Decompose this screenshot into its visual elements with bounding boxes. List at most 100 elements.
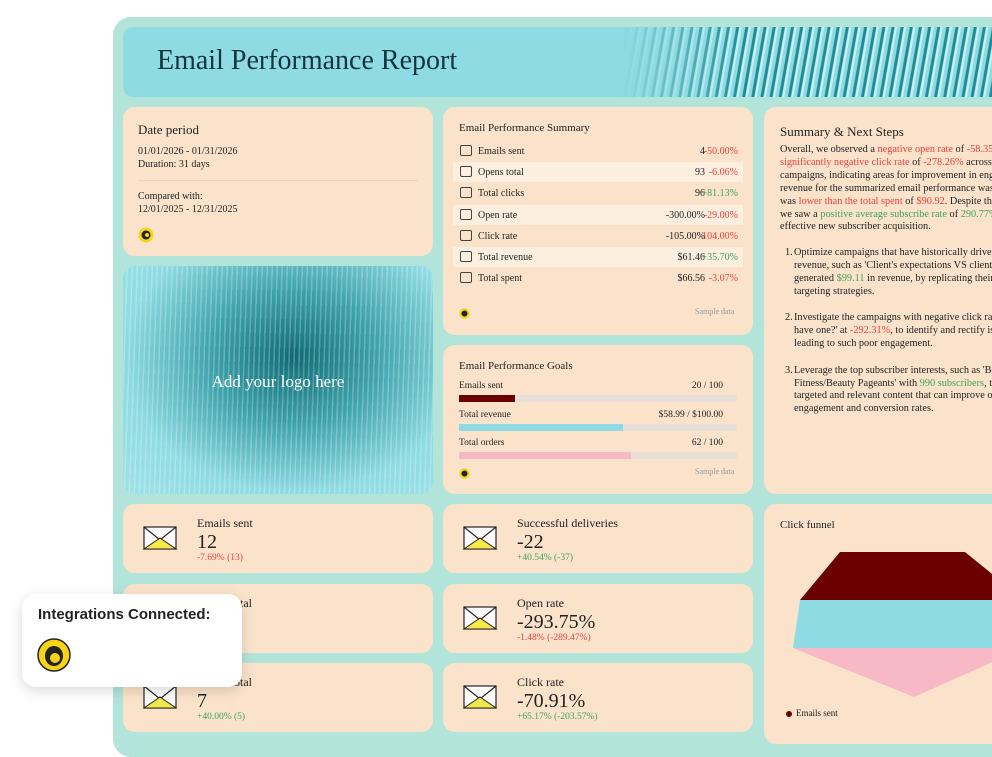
highlight: significantly negative click rate	[780, 156, 910, 168]
text-line: campaigns, indicating areas for improvem…	[780, 170, 992, 183]
highlight: lower than the total spent	[798, 195, 903, 207]
card-title: Summary & Next Steps	[780, 124, 904, 139]
kpi-label: Emails sent	[197, 516, 253, 530]
text-segment: of	[902, 195, 917, 207]
mailchimp-logo[interactable]	[37, 638, 71, 672]
goal-label: Total revenue	[459, 409, 511, 420]
row-change: +81.13%	[701, 188, 738, 200]
highlight: -292.31%	[849, 325, 891, 337]
next-steps-card: Summary & Next Steps Overall, we observe…	[764, 107, 992, 494]
text-segment: . Despite the	[944, 195, 992, 207]
row-icon	[460, 145, 472, 156]
text-segment: revenue, such as 'Client's expectations …	[794, 260, 992, 272]
row-value: -300.00%	[665, 209, 705, 221]
kpi-value: -22	[517, 531, 544, 553]
text-line: engagement and conversion rates.	[794, 403, 934, 416]
goal-progress: 20 / 100	[691, 381, 723, 391]
row-change: -6.06%	[708, 167, 738, 179]
kpi-icon	[462, 526, 498, 550]
highlight: $90.92	[916, 195, 945, 207]
text-segment: Overall, we observed a	[780, 144, 878, 155]
goals-card: Email Performance Goals Sample data Emai…	[443, 345, 753, 494]
text-segment: targeting strategies.	[794, 286, 875, 297]
page: {"header":{"title":"Email Performance Re…	[22, 17, 992, 757]
text-line: Leverage the top subscriber interests, s…	[794, 365, 992, 378]
popup-title: Integrations Connected:	[38, 606, 211, 623]
text-segment: in revenue, by replicating their c	[864, 273, 992, 285]
text-line: targeting strategies.	[794, 286, 874, 299]
kpi-card: Emails sent 12 -7.69% (13)	[123, 504, 433, 573]
kpi-card: Click rate -70.91% +65.17% (-203.57%)	[443, 663, 753, 732]
divider	[138, 180, 418, 181]
row-icon	[460, 187, 472, 199]
row-change: -50.00%	[703, 146, 738, 157]
funnel-card: Click funnel Emails sent	[764, 504, 992, 744]
highlight: 290.77%	[960, 208, 992, 220]
text-line: significantly negative click rate of -27…	[780, 157, 992, 170]
compared-range: 12/01/2025 - 12/31/2025	[138, 204, 238, 215]
kpi-icon	[142, 685, 178, 709]
text-segment: was	[780, 195, 799, 207]
funnel-stage	[800, 552, 992, 600]
row-change: -104.00%	[698, 230, 738, 242]
text-line: Investigate the campaigns with negative …	[794, 312, 992, 325]
funnel-stage	[793, 600, 992, 648]
card-title: Email Performance Summary	[459, 122, 590, 134]
kpi-icon	[462, 605, 498, 630]
row-label: Opens total	[478, 167, 524, 179]
row-label: Total clicks	[478, 188, 525, 200]
text-segment: we saw a	[780, 208, 821, 220]
text-segment: revenue for the summarized email perform…	[780, 182, 992, 194]
kpi-icon	[462, 685, 498, 709]
summary-row: Click rate -105.00% -104.00%	[453, 226, 743, 246]
summary-row: Total clicks 96 +81.13%	[453, 183, 743, 203]
highlight: positive average subscribe rate	[820, 208, 947, 220]
row-value: $66.56	[677, 273, 706, 285]
text-segment: leading to such poor engagement.	[794, 338, 933, 350]
text-segment: Optimize campaigns that have historicall…	[794, 247, 992, 259]
text-line: targeted and relevant content that can i…	[794, 390, 992, 403]
text-line: revenue, such as 'Client's expectations …	[794, 260, 992, 273]
sample-note: Sample data	[695, 307, 735, 316]
list-marker: 3.	[785, 364, 793, 376]
card-title: Email Performance Goals	[459, 360, 573, 372]
text-segment: of	[946, 208, 961, 220]
text-line: generated $99.11 in revenue, by replicat…	[794, 273, 992, 286]
row-label: Total revenue	[478, 252, 533, 263]
text-segment: of	[952, 144, 967, 155]
goal-progress: $58.99 / $100.00	[658, 409, 723, 420]
kpi-change: -7.69% (13)	[197, 553, 243, 563]
text-segment: generated	[794, 273, 837, 285]
text-segment: effective new subscriber acquisition.	[780, 221, 931, 233]
row-value: $61.46	[677, 252, 706, 263]
kpi-value: -293.75%	[517, 610, 596, 633]
row-value: 96	[695, 188, 705, 200]
summary-card: Email Performance Summary Sample data Em…	[443, 107, 753, 335]
row-change: -3.07%	[708, 273, 738, 285]
summary-row: Total spent $66.56 -3.07%	[453, 268, 743, 288]
row-icon	[460, 208, 472, 220]
row-label: Open rate	[478, 209, 518, 221]
text-line: was lower than the total spent of $90.92…	[780, 196, 992, 209]
duration: Duration: 31 days	[138, 159, 210, 170]
funnel-chart	[786, 552, 992, 717]
kpi-label: Click rate	[517, 675, 564, 689]
logo-card: Add your logo here	[123, 266, 433, 494]
kpi-change: -1.48% (-289.47%)	[517, 632, 591, 643]
legend-swatch	[786, 711, 792, 717]
text-line: Overall, we observed a negative open rat…	[780, 144, 992, 157]
goal-bar	[459, 423, 623, 431]
text-segment: of	[909, 156, 924, 168]
integrations-popup: Integrations Connected:	[22, 594, 242, 687]
highlight: -58.35%	[966, 144, 992, 155]
row-value: 93	[695, 167, 705, 179]
text-segment: engagement and conversion rates.	[794, 403, 934, 415]
date-range: 01/01/2026 - 01/31/2026	[138, 146, 238, 157]
summary-row: Opens total 93 -6.06%	[453, 162, 743, 183]
summary-row: Total revenue $61.46 +35.70%	[453, 247, 743, 267]
mailchimp-icon	[459, 468, 470, 479]
mailchimp-icon	[138, 227, 154, 243]
mailchimp-icon	[459, 308, 470, 319]
text-line: leading to such poor engagement.	[794, 338, 933, 351]
kpi-change: +65.17% (-203.57%)	[517, 712, 598, 722]
